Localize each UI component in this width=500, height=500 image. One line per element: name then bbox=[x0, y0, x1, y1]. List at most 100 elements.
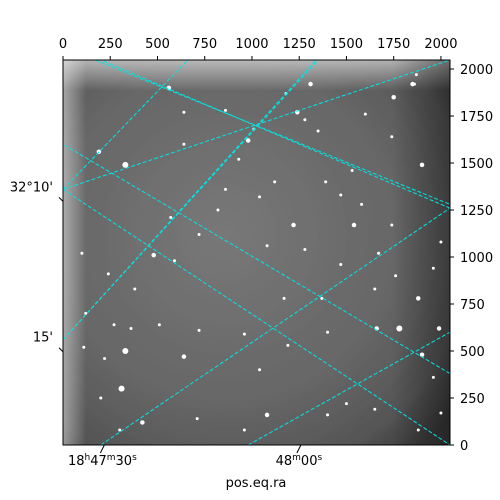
star-65 bbox=[197, 232, 201, 236]
right-tick-label-8: 2000 bbox=[460, 63, 493, 78]
star-15 bbox=[265, 244, 269, 248]
dec-tick-1 bbox=[58, 347, 64, 353]
star-46 bbox=[195, 417, 199, 421]
star-73 bbox=[82, 345, 86, 349]
star-49 bbox=[99, 396, 103, 400]
top-tick-label-3: 750 bbox=[192, 37, 217, 52]
star-70 bbox=[282, 296, 286, 300]
star-26 bbox=[181, 354, 187, 359]
star-52 bbox=[373, 407, 377, 411]
top-tick-label-6: 1500 bbox=[330, 37, 363, 52]
star-33 bbox=[326, 330, 330, 334]
top-tick-label-2: 500 bbox=[145, 37, 170, 52]
star-64 bbox=[258, 195, 262, 199]
star-29 bbox=[118, 385, 125, 392]
star-35 bbox=[396, 325, 403, 332]
x-axis-title: pos.eq.ra bbox=[226, 476, 287, 491]
top-tick-label-0: 0 bbox=[59, 37, 67, 52]
star-51 bbox=[344, 402, 348, 406]
star-77 bbox=[273, 180, 277, 184]
star-14 bbox=[303, 247, 307, 251]
ra-grid-line-2 bbox=[63, 60, 450, 190]
star-22 bbox=[84, 311, 88, 315]
dec-grid-line-6 bbox=[247, 331, 450, 445]
star-7 bbox=[390, 135, 394, 139]
star-31 bbox=[242, 332, 246, 336]
dec-tick-label-1: 15' bbox=[33, 331, 53, 346]
star-36 bbox=[436, 326, 442, 331]
star-48 bbox=[118, 428, 122, 432]
coordinate-grid bbox=[63, 60, 450, 445]
star-66 bbox=[339, 263, 343, 267]
ra-tick-label-1: 48m00s bbox=[276, 453, 323, 469]
star-38 bbox=[431, 375, 435, 379]
right-tick-label-2: 500 bbox=[460, 345, 485, 360]
star-32 bbox=[286, 343, 290, 347]
star-61 bbox=[182, 142, 186, 146]
star-63 bbox=[166, 85, 172, 91]
ra-axis: 18h47m30s 48m00s bbox=[68, 444, 323, 469]
top-tick-label-4: 1000 bbox=[235, 37, 268, 52]
right-tick-label-7: 1750 bbox=[460, 110, 493, 125]
right-pixel-axis: 0 250 500 750 1000 1250 1500 1750 2000 bbox=[450, 63, 493, 454]
star-44 bbox=[264, 412, 270, 418]
right-tick-label-4: 1000 bbox=[460, 251, 493, 266]
ra-grid-line-9 bbox=[63, 143, 450, 374]
dec-grid-line-7 bbox=[100, 60, 450, 209]
star-16 bbox=[216, 208, 220, 212]
star-20 bbox=[133, 287, 137, 291]
plot-frame bbox=[62, 59, 451, 446]
top-tick-label-7: 1750 bbox=[377, 37, 410, 52]
star-10 bbox=[351, 222, 357, 228]
ra-tick-0 bbox=[99, 444, 105, 454]
top-pixel-axis: 0 250 500 750 1000 1250 1500 1750 2000 bbox=[59, 37, 457, 60]
top-tick-label-8: 2000 bbox=[424, 37, 457, 52]
star-50 bbox=[326, 413, 330, 417]
star-8 bbox=[419, 162, 425, 168]
star-42 bbox=[431, 266, 435, 270]
star-67 bbox=[377, 251, 381, 255]
star-58 bbox=[308, 81, 313, 87]
star-71 bbox=[320, 296, 324, 300]
star-0 bbox=[122, 161, 129, 168]
star-9 bbox=[360, 202, 364, 206]
ra-tick-1 bbox=[296, 444, 302, 454]
star-13 bbox=[291, 222, 296, 228]
ra-tick-label-0: 18h47m30s bbox=[68, 453, 137, 469]
image-area bbox=[63, 60, 450, 445]
star-79 bbox=[169, 216, 173, 220]
star-56 bbox=[391, 94, 396, 100]
star-47 bbox=[140, 420, 145, 425]
star-25 bbox=[157, 323, 161, 327]
ra-grid-line-4 bbox=[100, 207, 450, 445]
star-72 bbox=[80, 251, 84, 255]
dec-tick-0 bbox=[58, 196, 64, 202]
star-2 bbox=[182, 110, 186, 114]
star-43 bbox=[258, 368, 262, 372]
star-69 bbox=[439, 240, 443, 244]
dec-tick-label-0: 32°10' bbox=[10, 180, 53, 195]
star-17 bbox=[224, 187, 228, 191]
star-23 bbox=[112, 323, 116, 327]
star-3 bbox=[237, 157, 241, 161]
star-54 bbox=[439, 411, 443, 415]
star-37 bbox=[419, 352, 425, 358]
ra-grid-line-0 bbox=[94, 60, 450, 205]
star-18 bbox=[151, 252, 156, 258]
right-tick-label-0: 0 bbox=[460, 439, 468, 454]
dec-axis: 32°10' 15' bbox=[10, 180, 64, 353]
star-11 bbox=[339, 193, 343, 197]
top-tick-label-1: 250 bbox=[98, 37, 123, 52]
star-27 bbox=[122, 348, 129, 355]
star-45 bbox=[242, 428, 246, 432]
star-24 bbox=[129, 326, 133, 330]
right-tick-label-5: 1250 bbox=[460, 204, 493, 219]
star-40 bbox=[394, 274, 398, 278]
star-19 bbox=[172, 259, 176, 263]
star-41 bbox=[416, 296, 421, 301]
star-76 bbox=[303, 118, 307, 122]
ra-grid-line-8 bbox=[63, 60, 317, 341]
star-55 bbox=[363, 112, 367, 116]
right-tick-label-3: 750 bbox=[460, 298, 485, 313]
